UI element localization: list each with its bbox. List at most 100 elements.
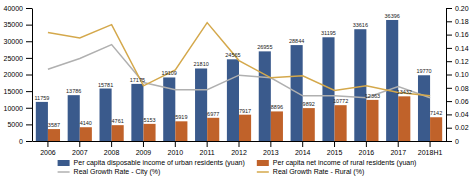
- y2-axis-tick: 0.12: [446, 58, 469, 65]
- data-label: 8896: [271, 104, 283, 110]
- y2-axis-tick: 0.08: [446, 85, 469, 92]
- y2-axis-tick: 0.18: [446, 18, 469, 25]
- data-labels: 1175913786157811717519109218102456526955…: [34, 13, 442, 128]
- data-label: 33616: [353, 22, 368, 28]
- data-label: 13432: [397, 89, 412, 95]
- x-tick-label: 2011: [200, 149, 215, 156]
- y2-axis-tick: 0.10: [446, 71, 469, 78]
- legend-swatch: [257, 171, 269, 173]
- data-label: 13786: [66, 88, 81, 94]
- x-tick-label: 2017: [390, 149, 406, 156]
- bar: [195, 68, 207, 141]
- x-tick-label: 2012: [231, 149, 247, 156]
- x-tick-line: [207, 141, 208, 147]
- data-label: 5153: [143, 117, 155, 123]
- x-tick: 2015: [327, 141, 343, 156]
- x-tick-line: [270, 141, 271, 147]
- x-axis: 2006200720082009201020112012201320142015…: [33, 141, 447, 156]
- y2-axis: 00.020.040.060.080.100.120.140.160.180.2…: [446, 5, 469, 145]
- y-axis-tick-line: [26, 108, 32, 109]
- y2-axis-tick-label: 0.08: [455, 85, 469, 92]
- y2-axis-tick-label: 0: [455, 138, 459, 145]
- data-label: 11759: [34, 95, 49, 101]
- bar: [36, 102, 48, 141]
- bar: [207, 118, 219, 141]
- x-tick-line: [47, 141, 48, 147]
- legend-item: Real Growth Rate - Rural (%): [257, 168, 364, 176]
- bar-series: [48, 96, 442, 141]
- bar: [175, 121, 187, 141]
- data-label: 26955: [257, 44, 272, 50]
- y-axis-tick: 20000: [4, 71, 32, 78]
- chart-svg: 2006200720082009201020112012201320142015…: [0, 0, 474, 181]
- y2-axis-tick-label: 0.12: [455, 58, 469, 65]
- y-axis-line: [32, 9, 33, 142]
- bar: [48, 129, 60, 141]
- bar: [227, 59, 239, 141]
- y2-axis-tick: 0.02: [446, 124, 469, 131]
- y-axis-tick-label: 10000: [4, 104, 24, 111]
- x-tick: 2012: [231, 141, 247, 156]
- x-tick: 2006: [40, 141, 56, 156]
- legend-swatch: [58, 160, 70, 166]
- legend-label: Per capita disposable income of urban re…: [74, 159, 245, 167]
- y-axis-tick-label: 5000: [7, 121, 23, 128]
- x-tick-label: 2007: [72, 149, 88, 156]
- bar: [80, 127, 92, 141]
- y2-axis-tick-line: [446, 61, 452, 62]
- x-tick-label: 2014: [295, 149, 311, 156]
- y-axis-tick-label: 40000: [4, 5, 24, 12]
- bar: [354, 29, 366, 141]
- legend-item: Per capita net income of rural residents…: [257, 159, 417, 167]
- legend-item: Per capita disposable income of urban re…: [58, 159, 245, 167]
- y-axis-tick: 40000: [4, 5, 32, 12]
- x-tick: 2009: [136, 141, 152, 156]
- y2-axis-tick-label: 0.20: [455, 5, 469, 12]
- data-label: 36396: [385, 13, 400, 19]
- y-axis-tick: 5000: [7, 121, 32, 128]
- data-label: 9892: [303, 101, 315, 107]
- y-axis-tick-line: [26, 91, 32, 92]
- bar: [418, 75, 430, 141]
- y-axis-tick-label: 20000: [4, 71, 24, 78]
- line: [48, 23, 430, 96]
- x-tick: 2010: [168, 141, 184, 156]
- data-label: 21810: [193, 61, 208, 67]
- y2-axis-tick: 0.14: [446, 45, 469, 52]
- x-tick-line: [334, 141, 335, 147]
- bar: [112, 125, 124, 141]
- bar: [303, 108, 315, 141]
- y2-axis-tick-label: 0.04: [455, 111, 469, 118]
- x-tick-line: [79, 141, 80, 147]
- y2-axis-tick-line: [446, 48, 452, 49]
- bar-series: [36, 20, 430, 141]
- x-tick-line: [302, 141, 303, 147]
- data-label: 19109: [162, 70, 177, 76]
- x-tick: 2013: [263, 141, 279, 156]
- y2-axis-tick-line: [446, 75, 452, 76]
- x-tick: 2016: [359, 141, 375, 156]
- bar: [143, 124, 155, 141]
- y2-axis-tick-line: [446, 101, 452, 102]
- y-axis-tick-line: [26, 124, 32, 125]
- y2-axis-tick-line: [446, 114, 452, 115]
- data-label: 28844: [289, 38, 304, 44]
- x-tick-line: [111, 141, 112, 147]
- y2-axis-tick-label: 0.06: [455, 98, 469, 105]
- marks: [36, 20, 442, 141]
- bar: [239, 115, 251, 141]
- y-axis-tick-line: [26, 141, 32, 142]
- data-label: 7917: [239, 108, 251, 114]
- data-label: 6977: [207, 111, 219, 117]
- legend-swatch: [58, 171, 70, 173]
- y-axis-tick-line: [26, 25, 32, 26]
- x-tick: 2017: [390, 141, 406, 156]
- x-tick-line: [175, 141, 176, 147]
- legend: Per capita disposable income of urban re…: [58, 159, 417, 176]
- y2-axis-tick-line: [446, 88, 452, 89]
- bar: [386, 20, 398, 141]
- line: [48, 45, 430, 98]
- data-label: 7142: [430, 110, 442, 116]
- data-label: 10772: [333, 98, 348, 104]
- y2-axis-tick-line: [446, 128, 452, 129]
